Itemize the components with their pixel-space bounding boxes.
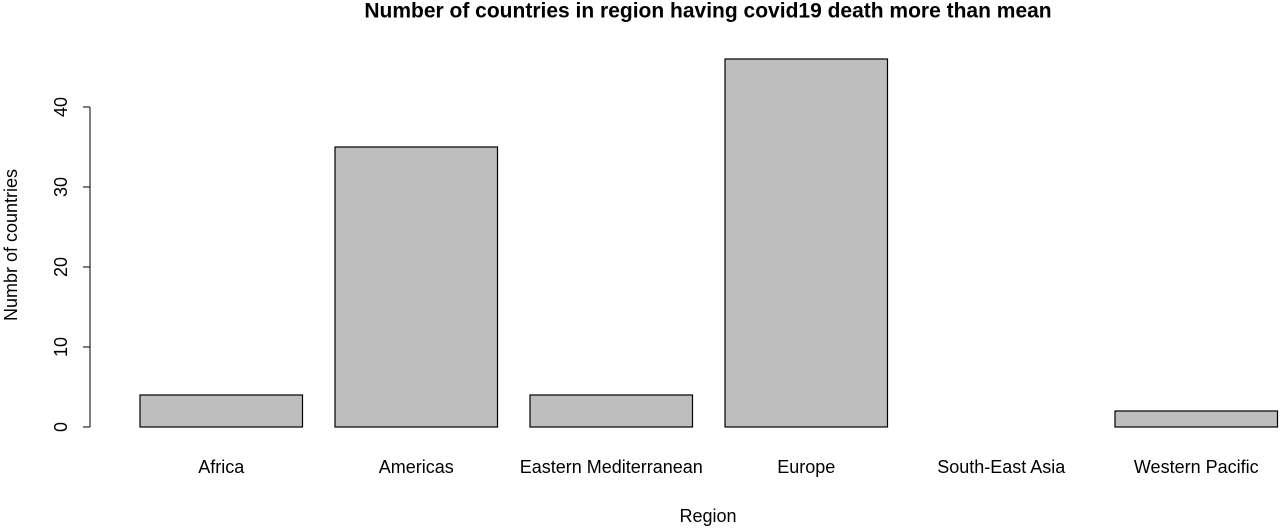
y-tick-label: 30 (51, 177, 71, 197)
x-tick-label: Eastern Mediterranean (520, 457, 703, 477)
y-tick-label: 20 (51, 257, 71, 277)
y-tick-label: 40 (51, 97, 71, 117)
bar (529, 394, 694, 428)
y-tick-label: 0 (51, 422, 71, 432)
x-tick-label: Africa (198, 457, 245, 477)
chart-title: Number of countries in region having cov… (364, 0, 1051, 23)
y-axis-title: Numbr of countries (1, 169, 21, 321)
x-tick-label: Europe (777, 457, 835, 477)
x-tick-label: Western Pacific (1134, 457, 1259, 477)
x-axis-title: Region (679, 506, 736, 526)
x-tick-label: Americas (379, 457, 454, 477)
bar (139, 394, 304, 428)
bar (334, 146, 499, 428)
bar (724, 58, 889, 428)
x-tick-label: South-East Asia (937, 457, 1066, 477)
y-tick-label: 10 (51, 337, 71, 357)
bar (1114, 410, 1279, 428)
